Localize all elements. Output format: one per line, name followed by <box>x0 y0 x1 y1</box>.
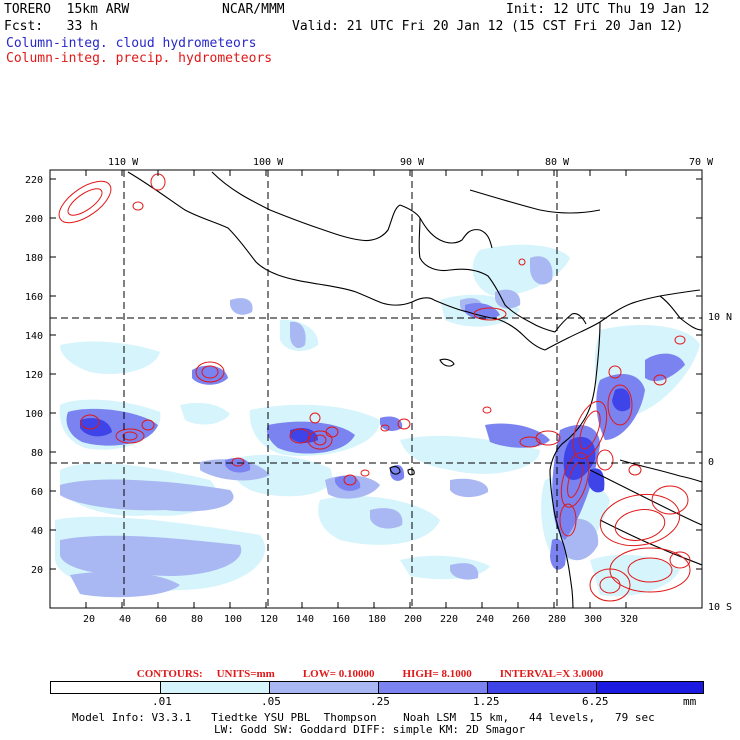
colorbar-bin <box>597 682 703 693</box>
colorbar-units: mm <box>683 695 697 708</box>
colorbar-level: .05 <box>261 695 281 708</box>
y-tick: 120 <box>25 370 44 381</box>
y-tick: 180 <box>25 253 44 264</box>
colorbar-level: 6.25 <box>582 695 609 708</box>
x-tick: 180 <box>368 614 387 625</box>
x-tick: 140 <box>296 614 315 625</box>
lat-label-10n: 10 N <box>708 312 733 323</box>
model-title: TORERO 15km ARW <box>4 2 130 17</box>
valid-time: Valid: 21 UTC Fri 20 Jan 12 (15 CST Fri … <box>292 19 684 34</box>
lon-label-80w: 80 W <box>545 157 570 168</box>
model-info: Model Info: V3.3.1 Tiedtke YSU PBL Thomp… <box>72 711 655 724</box>
x-tick: 80 <box>191 614 204 625</box>
x-tick: 240 <box>476 614 495 625</box>
contour-label: CONTOURS: <box>136 668 203 680</box>
hydrometeor-shading <box>55 244 700 598</box>
x-tick: 300 <box>584 614 603 625</box>
colorbar-bin <box>51 682 161 693</box>
y-tick: 40 <box>31 526 44 537</box>
contour-low: LOW= 0.10000 <box>302 668 375 680</box>
lon-label-70w: 70 W <box>689 157 714 168</box>
x-tick: 200 <box>404 614 423 625</box>
x-tick: 60 <box>155 614 168 625</box>
x-tick: 20 <box>83 614 96 625</box>
colorbar-bin <box>270 682 379 693</box>
x-tick: 320 <box>620 614 639 625</box>
colorbar-bin <box>488 682 597 693</box>
colorbar-bin <box>161 682 270 693</box>
y-tick: 140 <box>25 331 44 342</box>
y-tick: 200 <box>25 214 44 225</box>
colorbar-level: .25 <box>370 695 390 708</box>
contour-high: HIGH= 8.1000 <box>402 668 472 680</box>
init-time: Init: 12 UTC Thu 19 Jan 12 <box>506 2 710 17</box>
physics-info: LW: Godd SW: Goddard DIFF: simple KM: 2D… <box>214 723 526 736</box>
colorbar-level: 1.25 <box>473 695 500 708</box>
y-tick: 160 <box>25 292 44 303</box>
x-tick: 220 <box>440 614 459 625</box>
organization: NCAR/MMM <box>222 2 285 17</box>
y-tick: 100 <box>25 409 44 420</box>
contour-interval: INTERVAL=X 3.0000 <box>499 668 604 680</box>
y-tick: 60 <box>31 487 44 498</box>
lat-label-10s: 10 S <box>708 602 733 613</box>
x-tick: 40 <box>119 614 132 625</box>
x-tick: 160 <box>332 614 351 625</box>
lat-label-0: 0 <box>708 457 715 468</box>
field-precip-label: Column-integ. precip. hydrometeors <box>6 51 273 66</box>
y-tick: 20 <box>31 565 44 576</box>
lon-label-110w: 110 W <box>108 157 139 168</box>
map-frame <box>49 169 703 609</box>
forecast-hour: Fcst: 33 h <box>4 19 98 34</box>
x-tick: 280 <box>548 614 567 625</box>
x-tick: 120 <box>260 614 279 625</box>
x-tick: 100 <box>224 614 243 625</box>
lon-label-100w: 100 W <box>253 157 284 168</box>
lon-label-90w: 90 W <box>400 157 425 168</box>
field-cloud-label: Column-integ. cloud hydrometeors <box>6 36 257 51</box>
colorbar-level: .01 <box>152 695 172 708</box>
contour-info: CONTOURS: UNITS=mm LOW= 0.10000 HIGH= 8.100… <box>0 668 740 680</box>
y-tick: 220 <box>25 175 44 186</box>
colorbar <box>50 681 704 694</box>
precip-contours <box>58 173 691 602</box>
contour-units: UNITS=mm <box>216 668 275 680</box>
x-tick: 260 <box>512 614 531 625</box>
latlon-grid <box>50 170 702 608</box>
y-tick: 80 <box>31 448 44 459</box>
colorbar-bin <box>379 682 488 693</box>
axis-ticks <box>49 170 702 609</box>
